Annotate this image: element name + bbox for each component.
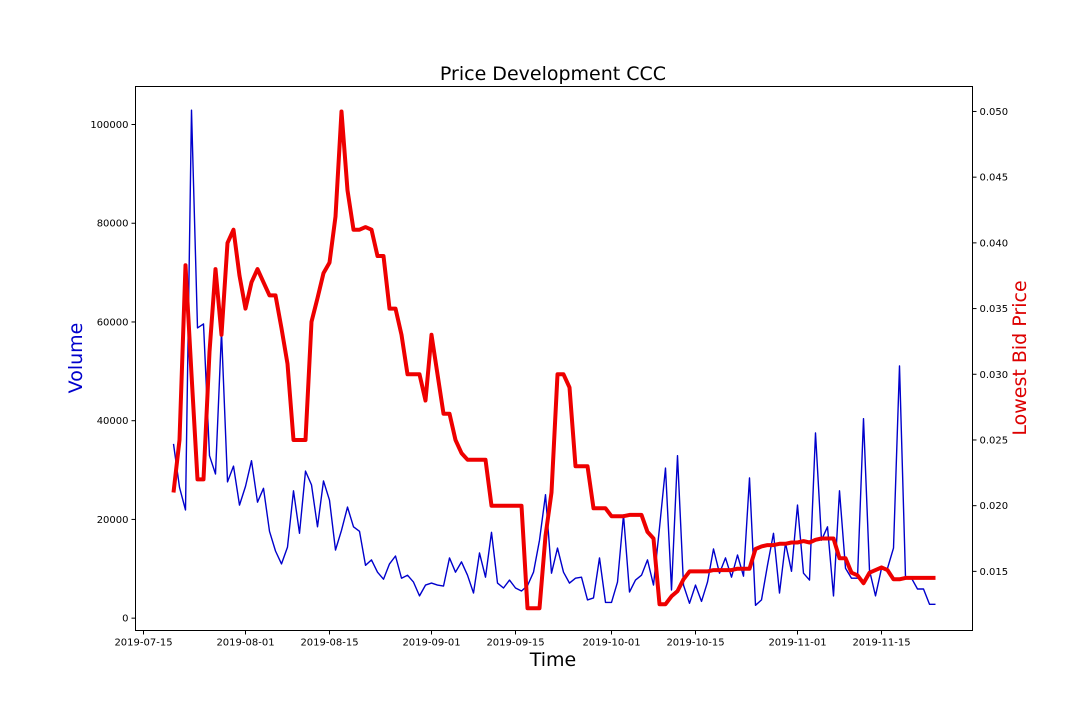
x-tick-label: 2019-11-15	[852, 638, 910, 649]
y-right-tick-label: 0.030	[980, 370, 1009, 381]
y-left-tick-label: 100000	[90, 120, 128, 131]
y-right-tick-label: 0.020	[980, 501, 1009, 512]
y-right-tick-label: 0.045	[980, 173, 1009, 184]
y-axis-left-label: Volume	[65, 323, 87, 394]
x-axis-label: Time	[529, 649, 577, 671]
y-left-tick-label: 20000	[97, 515, 129, 526]
x-tick-label: 2019-08-15	[300, 638, 358, 649]
x-tick-label: 2019-10-01	[582, 638, 640, 649]
series-line-lowest-bid-price	[171, 109, 936, 611]
y-left-tick-label: 40000	[97, 416, 129, 427]
x-tick-label: 2019-07-15	[114, 638, 172, 649]
y-left-tick-label: 80000	[97, 219, 129, 230]
y-right-tick-label: 0.050	[980, 107, 1009, 118]
y-right-tick-label: 0.025	[980, 435, 1009, 446]
x-tick-label: 2019-11-01	[768, 638, 826, 649]
x-axis: 2019-07-15 2019-08-01 2019-08-15 2019-09-01…	[114, 630, 911, 649]
x-tick-label: 2019-10-15	[666, 638, 724, 649]
chart-title: Price Development CCC	[440, 63, 666, 85]
x-tick-label: 2019-09-01	[402, 638, 460, 649]
x-tick-label: 2019-09-15	[486, 638, 544, 649]
plot-frame	[135, 86, 973, 631]
y-axis-left: 0 20000 40000 60000 80000 100000	[90, 120, 136, 625]
series-line-volume	[172, 109, 936, 606]
y-left-tick-label: 60000	[97, 317, 129, 328]
y-left-tick-label: 0	[122, 614, 128, 625]
y-axis-right-label: Lowest Bid Price	[1009, 280, 1031, 435]
y-right-tick-label: 0.015	[980, 567, 1009, 578]
y-axis-right: 0.015 0.020 0.025 0.030 0.035 0.040 0.045 0.050	[972, 107, 1009, 578]
x-tick-label: 2019-08-01	[216, 638, 274, 649]
y-right-tick-label: 0.035	[980, 304, 1009, 315]
plot-lines	[171, 109, 936, 611]
y-right-tick-label: 0.040	[980, 238, 1009, 249]
